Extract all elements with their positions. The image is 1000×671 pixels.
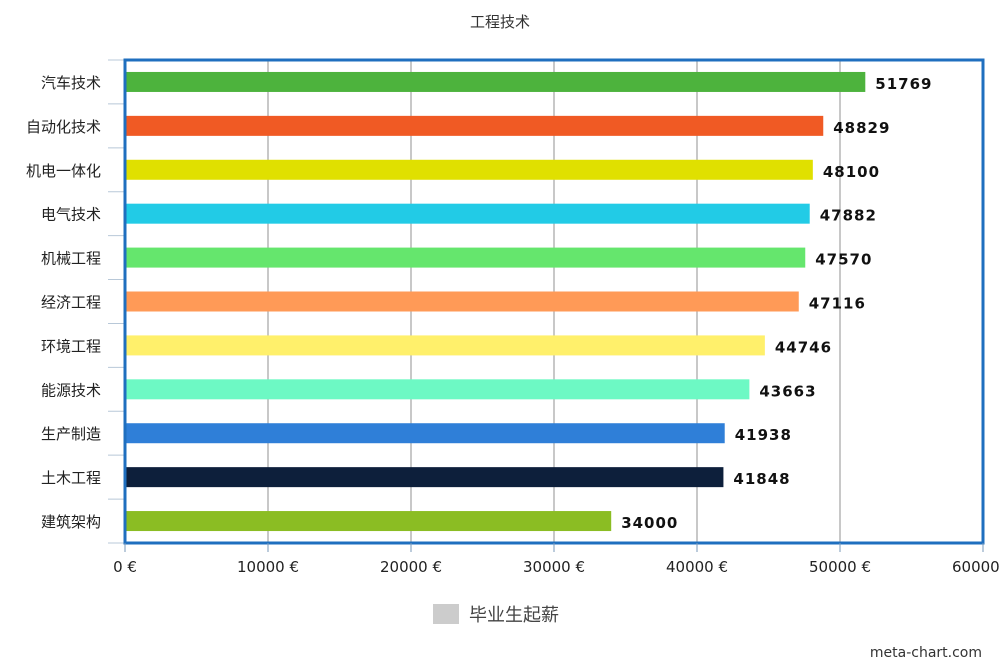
y-tick-label: 建筑架构 [41, 513, 101, 531]
y-tick-label: 生产制造 [41, 425, 101, 443]
bar[interactable] [125, 71, 866, 92]
data-label: 48829 [833, 119, 890, 137]
y-tick-label: 经济工程 [41, 294, 101, 312]
data-label: 47570 [815, 251, 872, 269]
bar[interactable] [125, 335, 765, 356]
legend-label[interactable]: 毕业生起薪 [469, 605, 559, 626]
chart-title: 工程技术 [470, 13, 530, 31]
data-label: 44746 [775, 338, 832, 356]
y-tick-label: 土木工程 [41, 469, 101, 487]
data-label: 51769 [875, 75, 932, 93]
y-tick-label: 汽车技术 [41, 74, 101, 92]
bar[interactable] [125, 203, 810, 224]
bar[interactable] [125, 379, 750, 400]
bar[interactable] [125, 159, 813, 180]
bar[interactable] [125, 247, 806, 268]
x-tick-label: 50000 € [809, 558, 871, 576]
x-tick-label: 60000 € [952, 558, 1000, 576]
bar[interactable] [125, 291, 799, 312]
data-label: 47116 [809, 295, 866, 313]
bar[interactable] [125, 511, 612, 532]
bar[interactable] [125, 423, 725, 444]
y-tick-label: 机电一体化 [26, 162, 101, 180]
data-label: 34000 [621, 514, 678, 532]
bar[interactable] [125, 115, 824, 136]
y-tick-label: 电气技术 [41, 206, 101, 224]
x-tick-label: 40000 € [666, 558, 728, 576]
credit-text[interactable]: meta-chart.com [869, 645, 982, 661]
data-label: 43663 [759, 382, 816, 400]
data-label: 48100 [823, 163, 880, 181]
x-tick-label: 0 € [113, 558, 137, 576]
data-label: 41848 [733, 470, 790, 488]
x-tick-label: 30000 € [523, 558, 585, 576]
y-tick-label: 自动化技术 [26, 118, 101, 136]
legend-swatch[interactable] [433, 604, 459, 624]
data-label: 41938 [735, 426, 792, 444]
y-tick-label: 机械工程 [41, 250, 101, 268]
y-tick-label: 能源技术 [41, 381, 101, 399]
y-tick-label: 环境工程 [41, 337, 101, 355]
x-tick-label: 10000 € [237, 558, 299, 576]
x-tick-label: 20000 € [380, 558, 442, 576]
bar[interactable] [125, 467, 724, 488]
data-label: 47882 [820, 207, 877, 225]
